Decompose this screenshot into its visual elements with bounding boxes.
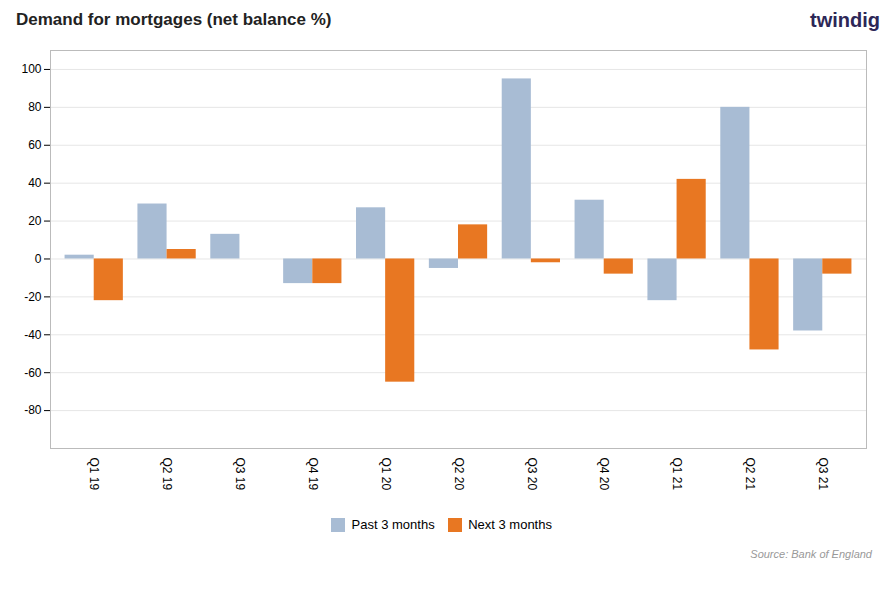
html-text:Next 3 months: Next 3 months [468, 517, 552, 532]
svg-text:Q3 20: Q3 20 [525, 458, 539, 491]
html-text:Past 3 months: Past 3 months [351, 517, 435, 532]
svg-text:60: 60 [28, 138, 42, 152]
svg-text:40: 40 [28, 176, 42, 190]
html-text:twindig: twindig [810, 8, 880, 31]
svg-text:Q4 20: Q4 20 [597, 458, 611, 491]
svg-text:Q1 19: Q1 19 [87, 458, 101, 491]
svg-text:Q1 20: Q1 20 [379, 458, 393, 491]
svg-text:-20: -20 [24, 290, 42, 304]
svg-text:Q2 19: Q2 19 [160, 458, 174, 491]
html-text:Source: Bank of England: Source: Bank of England [750, 547, 872, 560]
svg-text:Q4 19: Q4 19 [306, 458, 320, 491]
svg-text:-40: -40 [24, 328, 42, 342]
svg-text:Q3 21: Q3 21 [816, 458, 830, 491]
svg-text:Q3 19: Q3 19 [233, 458, 247, 491]
svg-text:20: 20 [28, 214, 42, 228]
svg-text:0: 0 [35, 252, 42, 266]
svg-text:Q2 20: Q2 20 [452, 458, 466, 491]
svg-text:Q1 21: Q1 21 [670, 458, 684, 491]
svg-text:Q2 21: Q2 21 [743, 458, 757, 491]
svg-text:80: 80 [28, 100, 42, 114]
svg-text:-80: -80 [24, 403, 42, 417]
svg-text:-60: -60 [24, 366, 42, 380]
html-text:Demand for mortgages (net bala: Demand for mortgages (net balance %) [16, 10, 332, 29]
svg-text:100: 100 [21, 62, 41, 76]
